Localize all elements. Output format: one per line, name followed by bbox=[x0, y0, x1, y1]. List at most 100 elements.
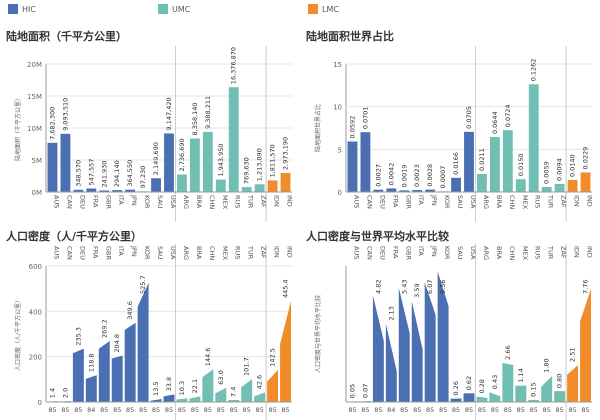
density-x-start-label-chn: 85 bbox=[204, 406, 212, 414]
density-ratio-x-start-label-arg: 85 bbox=[478, 406, 486, 414]
legend-swatch-hic bbox=[8, 4, 18, 14]
density-ratio-country-label-sau: SAU bbox=[456, 246, 464, 260]
land-area-country-label-fra: FRA bbox=[91, 195, 99, 208]
density-country-label-kor: KOR bbox=[143, 246, 151, 260]
land-share-chart: 0 5 10 15 陆地面积世界占比 0.0592 0.0701 0.0027 0.0042 0.… bbox=[314, 46, 594, 222]
land-share-country-label-bra: BRA bbox=[495, 195, 503, 209]
density-country-label-aus: AUS bbox=[52, 246, 60, 259]
density-area-jpn bbox=[124, 322, 136, 402]
legend-label-umc: UMC bbox=[172, 5, 191, 14]
land-area-value-label-bra: 8,358,140 bbox=[191, 102, 199, 135]
density-ratio-x-start-label-zaf: 85 bbox=[555, 406, 563, 414]
density-x-start-label-tur: 85 bbox=[243, 406, 251, 414]
density-ratio-value-label-gbr: 5.43 bbox=[400, 280, 408, 294]
density-area-mex bbox=[215, 387, 227, 402]
land-area-value-label-ind: 2,973,190 bbox=[282, 137, 290, 170]
density-ratio-value-label-kor: 9.56 bbox=[439, 280, 447, 294]
land-share-value-label-zaf: 0.0094 bbox=[556, 158, 564, 181]
density-x-start-label-ita: 85 bbox=[113, 406, 121, 414]
density-ratio-area-ind bbox=[580, 288, 591, 402]
density-country-label-deu: DEU bbox=[78, 246, 86, 260]
land-share-bar-fra bbox=[386, 188, 397, 192]
density-ratio-x-start-label-deu: 85 bbox=[374, 406, 382, 414]
density-ratio-value-label-mex: 1.14 bbox=[517, 368, 525, 382]
density-country-label-sau: SAU bbox=[156, 246, 164, 260]
density-ratio-country-label-ita: ITA bbox=[417, 246, 425, 256]
density-ratio-x-start-label-kor: 85 bbox=[439, 406, 447, 414]
density-ratio-area-arg bbox=[476, 396, 488, 402]
land-area-bar-rus bbox=[228, 87, 239, 192]
density-country-label-gbr: GBR bbox=[104, 246, 112, 260]
land-area-value-label-zaf: 1,213,090 bbox=[256, 148, 264, 181]
land-share-value-label-bra: 0.0644 bbox=[491, 111, 499, 134]
density-y-tick-label: 400 bbox=[29, 308, 42, 316]
land-share-value-label-tur: 0.0059 bbox=[543, 161, 551, 184]
density-ratio-country-label-bra: BRA bbox=[495, 246, 503, 260]
density-ratio-country-label-gbr: GBR bbox=[404, 246, 412, 260]
legend-item-umc[interactable]: UMC bbox=[158, 4, 190, 14]
density-ratio-area-rus bbox=[528, 399, 540, 402]
density-ratio-x-start-label-sau: 85 bbox=[452, 406, 460, 414]
density-ratio-country-label-fra: FRA bbox=[391, 246, 399, 259]
density-ratio-value-label-deu: 4.82 bbox=[374, 280, 382, 294]
land-share-value-label-gbr: 0.0019 bbox=[400, 165, 408, 188]
land-share-value-label-aus: 0.0592 bbox=[348, 116, 356, 139]
density-ratio-value-label-ita: 3.59 bbox=[413, 283, 421, 297]
land-area-bar-usa bbox=[164, 133, 174, 192]
land-share-value-label-fra: 0.0042 bbox=[387, 163, 395, 186]
land-share-title: 陆地面积世界占比 bbox=[306, 30, 394, 43]
density-x-start-label-jpn: 85 bbox=[126, 406, 134, 414]
land-share-value-label-sau: 0.0166 bbox=[452, 152, 460, 175]
legend-item-hic[interactable]: HIC bbox=[8, 4, 36, 14]
density-ratio-area-tur bbox=[541, 375, 553, 402]
density-ratio-value-label-chn: 2.66 bbox=[504, 345, 512, 359]
legend-swatch-lmc bbox=[308, 4, 318, 14]
land-share-country-label-ita: ITA bbox=[417, 195, 425, 205]
density-ratio-country-label-tur: TUR bbox=[547, 245, 555, 260]
density-ratio-country-label-deu: DEU bbox=[378, 246, 386, 260]
land-area-bar-sau bbox=[151, 178, 161, 192]
land-area-y-tick-label: 5M bbox=[32, 157, 43, 165]
density-value-label-ita: 204.8 bbox=[113, 334, 121, 353]
land-share-country-label-zaf: ZAF bbox=[560, 195, 568, 208]
density-ratio-x-start-label-usa: 85 bbox=[465, 406, 473, 414]
land-share-value-label-deu: 0.0027 bbox=[374, 164, 382, 187]
density-ratio-area-gbr bbox=[398, 287, 410, 402]
legend-item-lmc[interactable]: LMC bbox=[308, 4, 339, 14]
density-country-label-bra: BRA bbox=[195, 246, 203, 260]
land-area-country-label-mex: MEX bbox=[221, 195, 229, 210]
density-y-tick-label: 200 bbox=[29, 354, 42, 362]
land-area-country-label-zaf: ZAF bbox=[260, 195, 268, 208]
density-x-start-label-arg: 85 bbox=[178, 406, 186, 414]
land-area-country-label-kor: KOR bbox=[143, 195, 151, 209]
density-ratio-area-chn bbox=[502, 362, 514, 402]
density-ratio-area-kor bbox=[437, 271, 449, 402]
land-area-chart: 0M 5M 10M 15M 20M 陆地面积（千平方公里） 7,682,300 9,093,5… bbox=[14, 46, 294, 222]
density-ratio-value-label-can: 0.07 bbox=[361, 384, 369, 398]
land-area-country-label-sau: SAU bbox=[156, 195, 164, 209]
density-x-start-label-fra: 84 bbox=[87, 406, 95, 414]
land-share-value-label-ind: 0.0229 bbox=[582, 147, 590, 170]
density-y-tick-label: 0 bbox=[38, 399, 42, 407]
land-area-y-tick-label: 0M bbox=[32, 189, 43, 197]
density-ratio-x-start-label-mex: 85 bbox=[517, 406, 525, 414]
density-value-label-arg: 10.3 bbox=[178, 381, 186, 395]
land-share-value-label-arg: 0.0211 bbox=[478, 148, 486, 171]
land-share-y-tick-label: 5 bbox=[338, 146, 342, 154]
density-ratio-country-label-chn: CHN bbox=[508, 246, 516, 260]
density-chart: 0 200 400 600 人口密度（人/千平方公里） AUS CAN DEU FRA GBR IT… bbox=[14, 244, 294, 420]
density-ratio-country-label-kor: KOR bbox=[443, 246, 451, 260]
land-share-bar-ind bbox=[580, 172, 591, 192]
density-area-usa bbox=[163, 394, 175, 402]
land-area-value-label-idn: 1,811,570 bbox=[269, 144, 277, 177]
density-area-chn bbox=[202, 369, 214, 402]
density-x-start-label-usa: 85 bbox=[165, 406, 173, 414]
density-country-label-rus: RUS bbox=[234, 246, 242, 259]
density-area-kor bbox=[137, 282, 149, 402]
land-area-country-label-aus: AUS bbox=[52, 195, 60, 208]
land-share-country-label-jpn: JPN bbox=[430, 194, 438, 206]
land-area-value-label-aus: 7,682,300 bbox=[48, 107, 56, 140]
density-ratio-value-label-aus: 0.05 bbox=[348, 384, 356, 398]
land-area-bar-aus bbox=[47, 142, 58, 192]
density-country-label-usa: USA bbox=[169, 246, 177, 260]
